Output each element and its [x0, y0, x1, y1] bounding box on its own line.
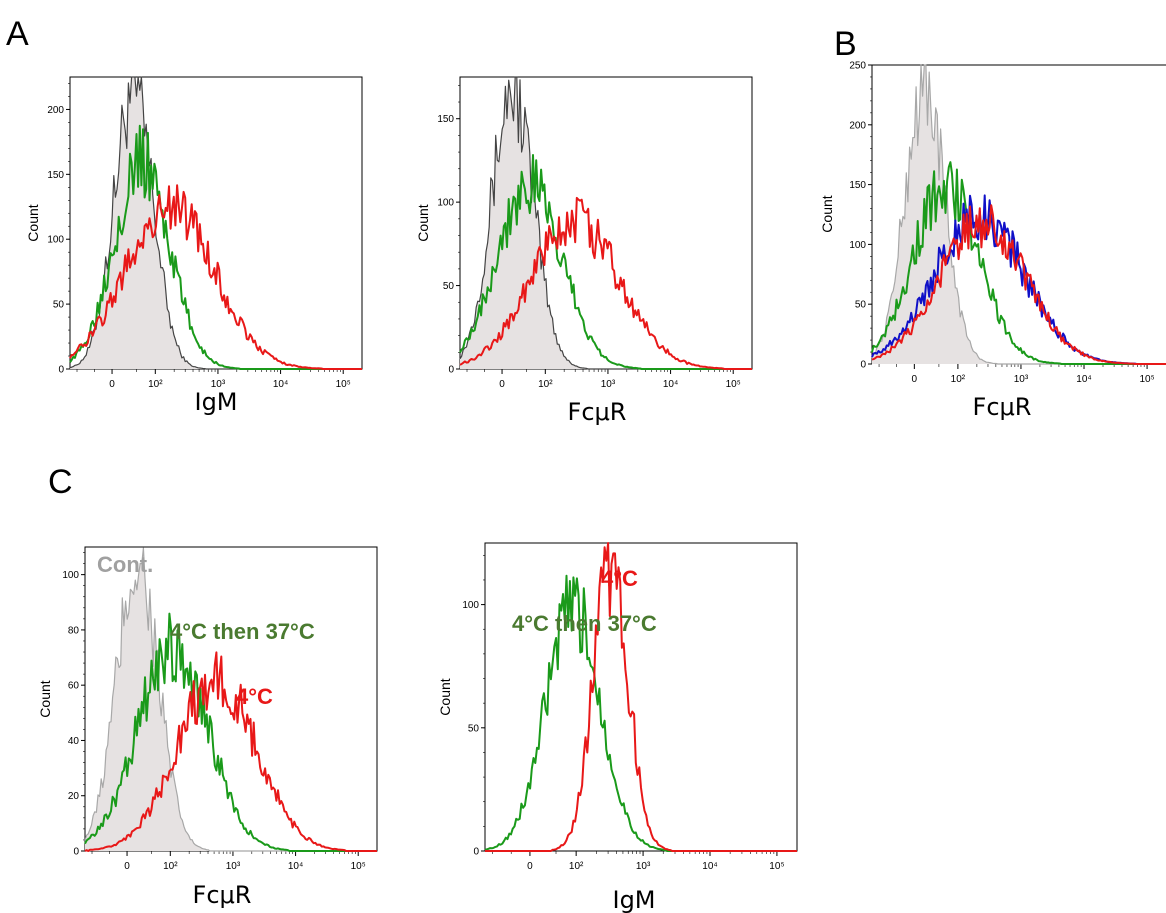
- series-fill-control_light: [85, 548, 377, 851]
- annotation-label: 4°C: [601, 566, 638, 591]
- y-axis-label: Count: [37, 680, 53, 717]
- x-tick-label: 10⁵: [769, 861, 784, 872]
- series-line-red: [69, 184, 362, 370]
- annotation-label: 4°C: [236, 684, 273, 709]
- y-tick-label: 80: [68, 625, 80, 636]
- series-line-red: [485, 542, 797, 852]
- y-tick-label: 50: [443, 281, 455, 292]
- x-tick-label: 0: [912, 374, 918, 385]
- x-axis-label: FcμR: [568, 398, 627, 426]
- y-axis-label: Count: [437, 678, 453, 715]
- x-tick-label: 10⁵: [351, 861, 366, 872]
- plot-frame: [484, 542, 798, 852]
- y-tick-label: 20: [68, 791, 80, 802]
- panel-letter-c: C: [48, 463, 73, 501]
- x-tick-label: 10⁴: [273, 379, 288, 390]
- annotation-label: Cont.: [97, 552, 153, 577]
- x-tick-label: 0: [527, 861, 533, 872]
- x-tick-label: 10²: [538, 379, 553, 390]
- y-axis-label: Count: [415, 204, 431, 241]
- x-tick-label: 10²: [951, 374, 966, 385]
- x-tick-label: 10⁴: [663, 379, 678, 390]
- series-line-green: [84, 612, 377, 852]
- x-tick-label: 10⁴: [288, 861, 303, 872]
- x-axis-label: IgM: [194, 388, 237, 416]
- x-tick-label: 10⁴: [1076, 374, 1091, 385]
- chart-2: 0 50 100 150 0 10² 10³ 10⁴ 10⁵ FcμR Count: [415, 76, 753, 426]
- chart-4: 0 20 40 60 80 100 0 10² 10³ 10⁴ 10⁵ FcμR Count Cont. 4…: [37, 546, 378, 909]
- y-tick-label: 0: [473, 847, 479, 858]
- series-line-green: [871, 161, 1166, 365]
- annotation-label: 4°C then 37°C: [512, 611, 657, 636]
- series-line-red: [459, 196, 752, 370]
- x-tick-label: 10³: [211, 379, 226, 390]
- y-axis-label: Count: [819, 195, 835, 232]
- chart-3: 0 50 100 150 200 250 0 10² 10³ 10⁴ 10⁵ FcμR Count: [819, 61, 1166, 421]
- x-tick-label: 10³: [636, 861, 651, 872]
- series-fill-control_light: [872, 65, 1166, 364]
- chart-1: 0 50 100 150 200 0 10² 10³ 10⁴ 10⁵ IgM Count: [25, 76, 363, 416]
- y-tick-label: 0: [860, 360, 866, 371]
- y-tick-label: 50: [855, 300, 867, 311]
- chart-5: 0 50 100 0 10² 10³ 10⁴ 10⁵ IgM Count 4°C then 37°C…: [437, 542, 798, 913]
- y-tick-label: 150: [47, 170, 64, 181]
- x-tick-label: 10³: [1014, 374, 1029, 385]
- x-tick-label: 10⁴: [702, 861, 717, 872]
- y-tick-label: 100: [62, 570, 79, 581]
- x-tick-label: 10⁵: [336, 379, 351, 390]
- series-line-red: [84, 651, 377, 852]
- series-line-green: [459, 154, 752, 370]
- y-tick-label: 100: [47, 235, 64, 246]
- x-tick-label: 10³: [601, 379, 616, 390]
- y-tick-label: 100: [437, 198, 454, 209]
- x-tick-label: 0: [124, 861, 130, 872]
- x-axis-label: FcμR: [973, 393, 1032, 421]
- y-tick-label: 150: [849, 180, 866, 191]
- x-axis-label: FcμR: [193, 881, 252, 909]
- x-tick-label: 10²: [148, 379, 163, 390]
- y-tick-label: 100: [462, 600, 479, 611]
- y-tick-label: 50: [53, 300, 65, 311]
- panel-letter-a: A: [6, 15, 29, 53]
- x-tick-label: 10⁵: [726, 379, 741, 390]
- x-tick-label: 0: [499, 379, 505, 390]
- y-tick-label: 50: [468, 723, 480, 734]
- x-tick-label: 10²: [569, 861, 584, 872]
- y-tick-label: 0: [58, 365, 64, 376]
- y-tick-label: 200: [47, 105, 64, 116]
- y-tick-label: 60: [68, 681, 80, 692]
- panel-letter-b: B: [834, 25, 857, 63]
- x-tick-label: 10²: [163, 861, 178, 872]
- y-tick-label: 0: [448, 365, 454, 376]
- y-tick-label: 250: [849, 61, 866, 72]
- x-axis-label: IgM: [612, 886, 655, 913]
- y-tick-label: 100: [849, 240, 866, 251]
- x-tick-label: 10⁵: [1139, 374, 1154, 385]
- series-line-red: [871, 204, 1166, 365]
- series-fill-control: [460, 77, 752, 369]
- x-tick-label: 0: [109, 379, 115, 390]
- y-tick-label: 0: [73, 847, 79, 858]
- annotation-label: 4°C then 37°C: [170, 619, 315, 644]
- y-axis-label: Count: [25, 204, 41, 241]
- y-tick-label: 150: [437, 114, 454, 125]
- series-fill-control: [70, 77, 362, 369]
- x-tick-label: 10³: [226, 861, 241, 872]
- y-tick-label: 40: [68, 736, 80, 747]
- y-tick-label: 200: [849, 120, 866, 131]
